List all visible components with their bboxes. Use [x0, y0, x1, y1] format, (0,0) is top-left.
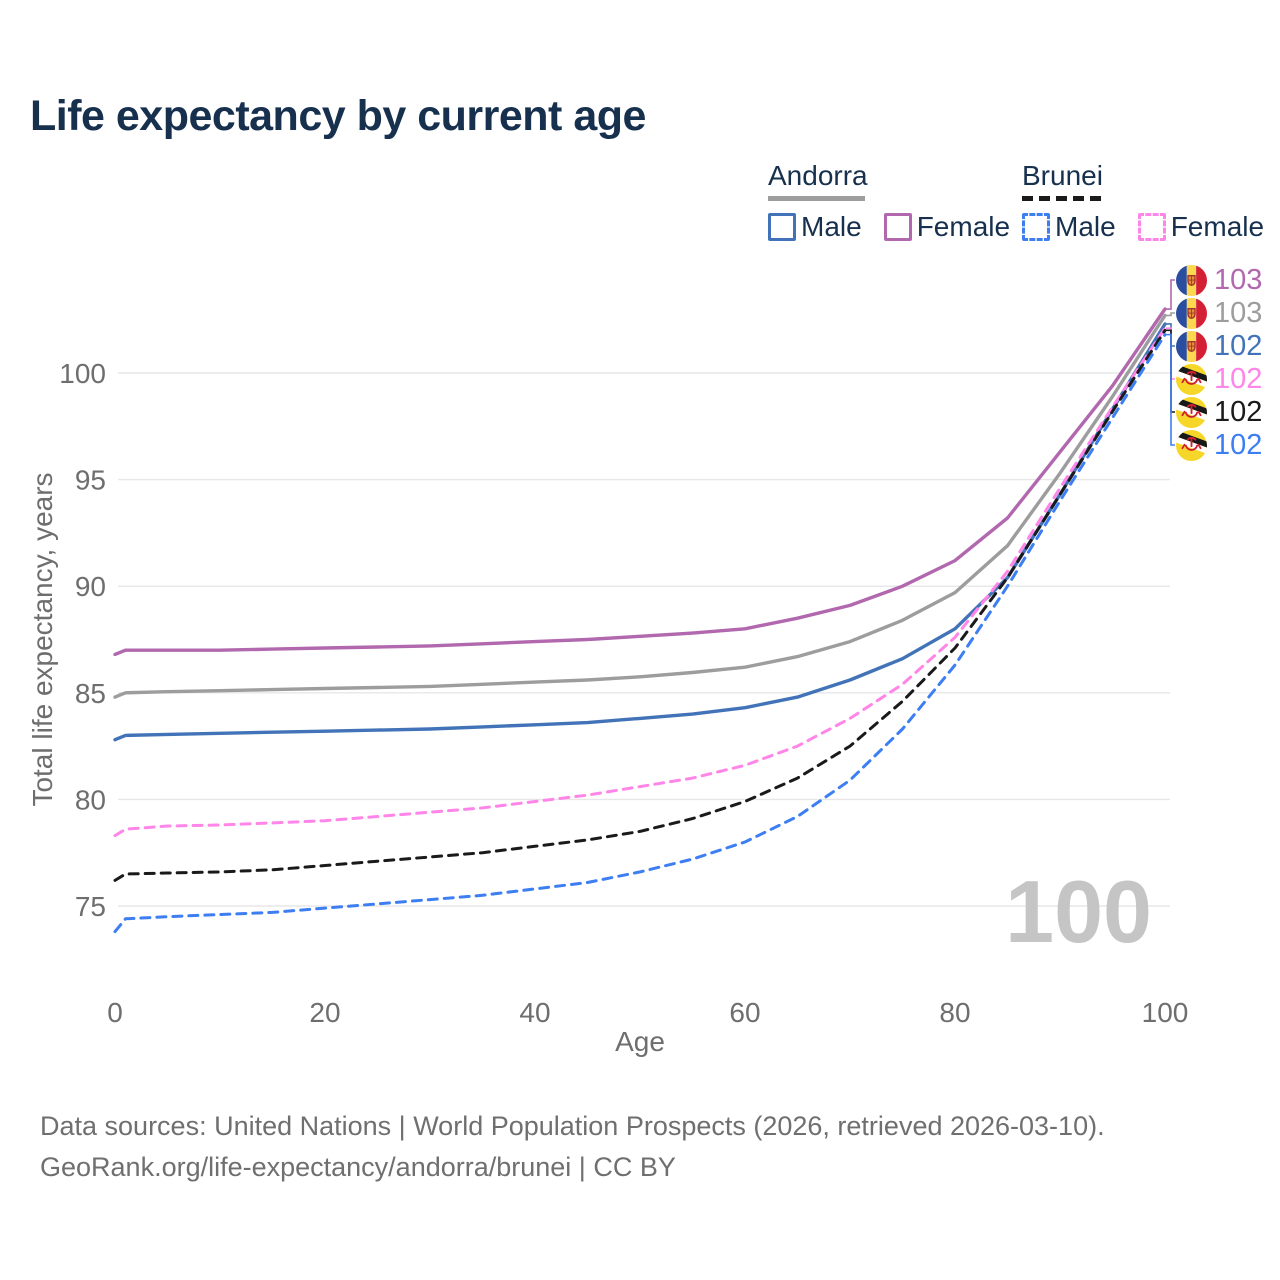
series-line-brunei-male[interactable]: [113, 333, 1167, 934]
legend-label: Female: [916, 211, 1011, 242]
y-tick-label: 90: [75, 571, 106, 602]
legend-item-andorra-female[interactable]: Female: [883, 211, 1011, 243]
brunei-flag-icon: [1176, 430, 1207, 461]
end-label-row-andorra-female: 103: [1176, 264, 1262, 297]
end-value-label: 102: [1214, 396, 1263, 428]
x-tick-label: 80: [939, 997, 970, 1028]
y-tick-label: 100: [59, 358, 106, 389]
age-cursor-watermark: 100: [1005, 862, 1152, 961]
end-label-row-andorra-both-sexes: 103: [1176, 297, 1262, 330]
series-line-brunei-both-sexes[interactable]: [113, 328, 1167, 882]
andorra-solid-line-sample: [768, 196, 865, 201]
andorra-flag-icon: [1176, 265, 1207, 296]
brunei-male-swatch-icon: [1022, 213, 1050, 241]
end-value-label: 103: [1214, 264, 1263, 296]
data-sources-line: Data sources: United Nations | World Pop…: [40, 1111, 1105, 1141]
end-value-label: 102: [1214, 363, 1263, 395]
legend-item-brunei-male[interactable]: Male: [1022, 211, 1116, 243]
label-connector: [1166, 333, 1175, 446]
legend-label: Female: [1170, 211, 1265, 242]
page-title: Life expectancy by current age: [30, 92, 646, 140]
end-value-label: 102: [1214, 330, 1263, 362]
brunei-female-swatch-icon: [1137, 213, 1166, 241]
andorra-flag-icon: [1176, 298, 1207, 329]
legend-item-brunei-female[interactable]: Female: [1137, 211, 1265, 243]
end-label-row-brunei-female: 102: [1176, 363, 1262, 396]
x-axis-title: Age: [615, 1026, 665, 1057]
x-tick-label: 0: [107, 997, 123, 1028]
x-tick-label: 100: [1142, 997, 1189, 1028]
footer: Data sources: United Nations | World Pop…: [40, 1106, 1105, 1188]
legend-item-andorra-male[interactable]: Male: [768, 211, 862, 243]
x-tick-label: 20: [309, 997, 340, 1028]
label-connector: [1166, 312, 1175, 317]
y-axis-title: Total life expectancy, years: [27, 472, 58, 806]
legend-title-brunei: Brunei: [1022, 160, 1103, 191]
end-value-label: 102: [1214, 429, 1263, 461]
end-label-row-brunei-both-sexes: 102: [1176, 396, 1262, 429]
legend-label: Male: [801, 211, 862, 242]
brunei-flag-icon: [1176, 397, 1207, 428]
brunei-flag-icon: [1176, 364, 1207, 395]
x-tick-label: 60: [729, 997, 760, 1028]
legend-label: Male: [1055, 211, 1116, 242]
y-tick-label: 75: [75, 891, 106, 922]
legend-group-andorra: Andorra Male Female: [768, 160, 1032, 243]
label-connector: [1166, 279, 1175, 310]
series-line-brunei-female[interactable]: [113, 326, 1167, 838]
attribution-line: GeoRank.org/life-expectancy/andorra/brun…: [40, 1152, 676, 1182]
x-tick-label: 40: [519, 997, 550, 1028]
y-tick-label: 85: [75, 678, 106, 709]
end-value-label: 103: [1214, 297, 1263, 329]
andorra-male-swatch-icon: [768, 213, 796, 241]
series-line-andorra-female[interactable]: [113, 307, 1167, 657]
y-tick-label: 95: [75, 465, 106, 496]
y-tick-label: 80: [75, 784, 106, 815]
legend-title-andorra: Andorra: [768, 160, 868, 191]
brunei-dashed-line-sample: [1022, 196, 1102, 201]
legend-group-brunei: Brunei Male Female: [1022, 160, 1280, 243]
andorra-female-swatch-icon: [883, 213, 912, 241]
series-line-andorra-both-sexes[interactable]: [113, 313, 1167, 699]
end-label-row-andorra-male: 102: [1176, 330, 1262, 363]
andorra-flag-icon: [1176, 331, 1207, 362]
end-label-row-brunei-male: 102: [1176, 429, 1262, 462]
